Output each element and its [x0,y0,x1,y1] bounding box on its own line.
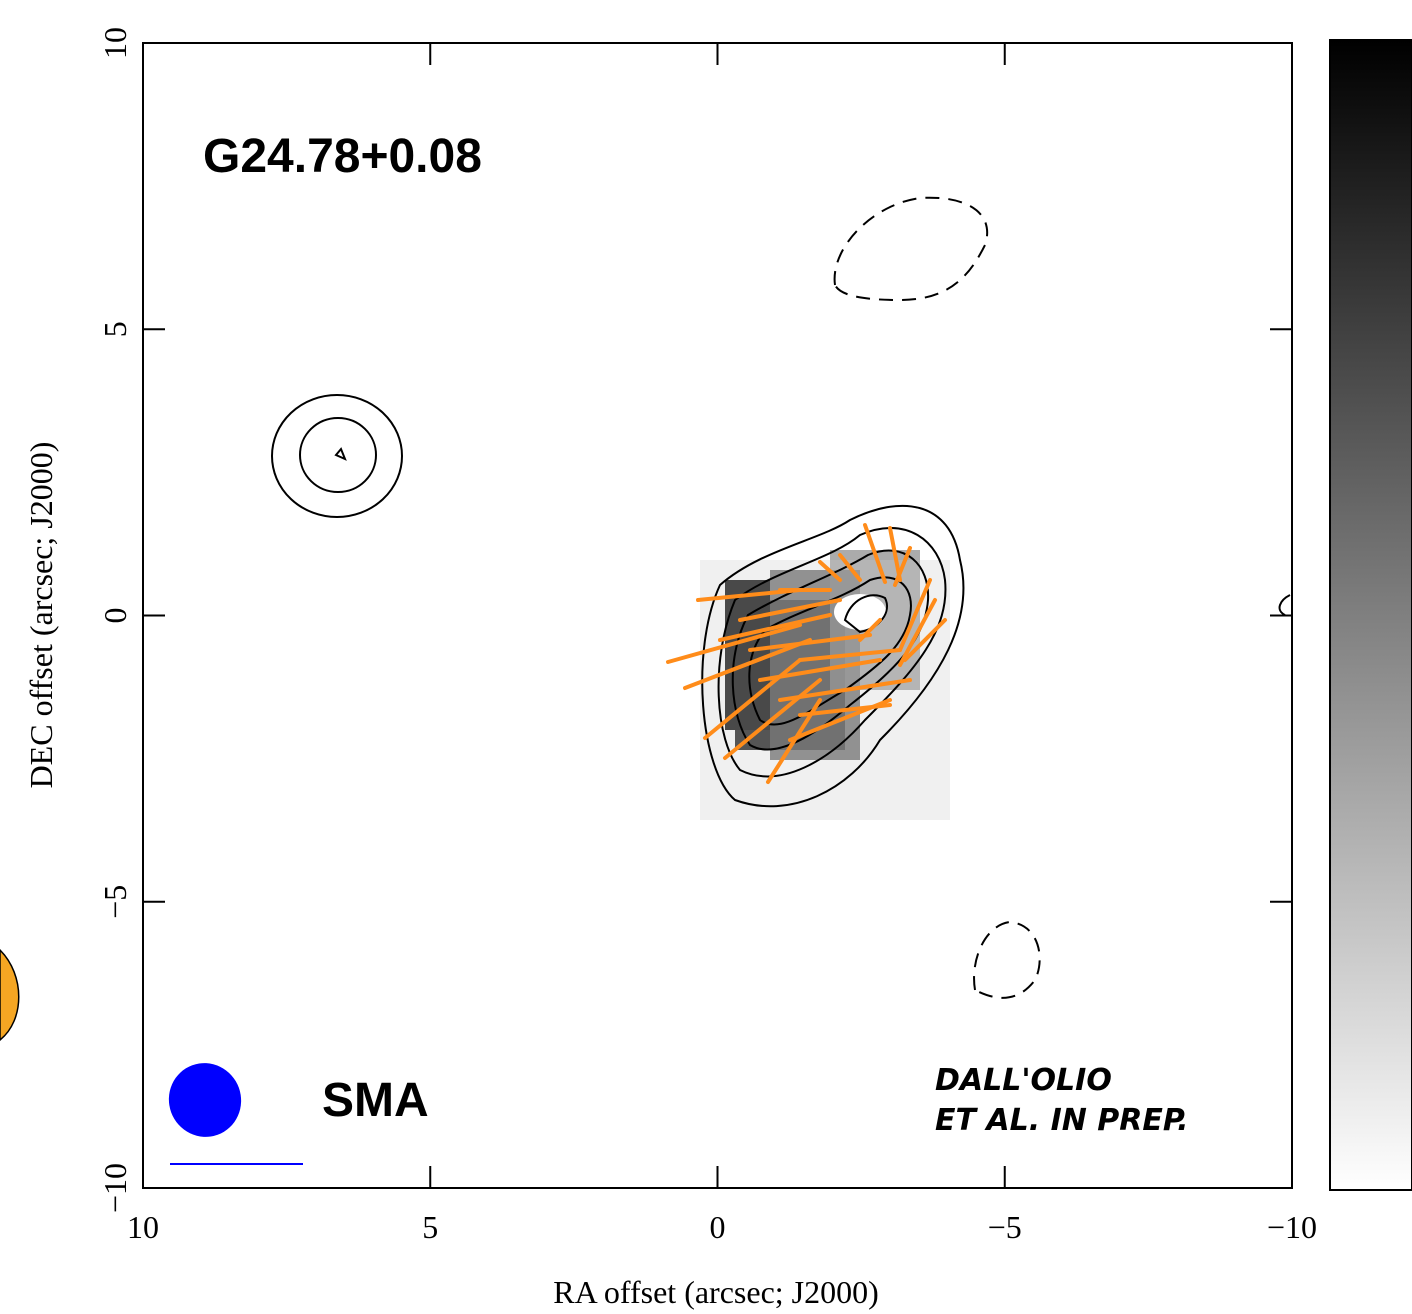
chart: 10 5 0 −5 −10 −10 −5 0 5 10 G24.78+0.08 SMA Dall'… [0,0,1412,1314]
credit-line: Dall'Olio [935,1063,1112,1098]
source-name: G24.78+0.08 [203,130,482,183]
x-tick-label: 5 [422,1209,438,1245]
x-tick-label: −5 [988,1209,1022,1245]
instrument: SMA [322,1074,429,1127]
x-tick-label: −10 [1267,1209,1317,1245]
y-tick-label: −5 [97,885,133,919]
y-tick-label: 5 [97,321,133,337]
x-axis-label: RA offset (arcsec; J2000) [553,1274,879,1310]
beam [159,1053,252,1147]
credit-line: et al. in prep. [935,1103,1189,1138]
side-decoration [0,950,19,1040]
x-tick-label: 10 [127,1209,159,1245]
y-tick-label: 0 [97,608,133,624]
colorbar [1330,40,1412,1190]
y-tick-label: 10 [97,27,133,59]
y-tick-label: −10 [97,1163,133,1213]
x-tick-label: 0 [710,1209,726,1245]
y-axis-label: DEC offset (arcsec; J2000) [23,442,59,789]
